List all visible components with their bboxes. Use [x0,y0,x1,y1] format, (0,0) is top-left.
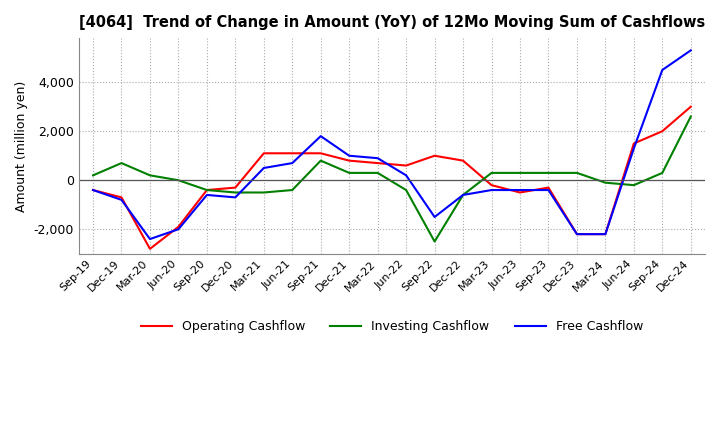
Y-axis label: Amount (million yen): Amount (million yen) [15,81,28,212]
Investing Cashflow [145,172,154,178]
Line: Free Cashflow: Free Cashflow [93,50,690,239]
Free Cashflow [686,48,695,53]
Free Cashflow [345,153,354,158]
Operating Cashflow [145,246,154,252]
Free Cashflow [259,165,268,171]
Free Cashflow [572,231,581,237]
Free Cashflow [174,227,183,232]
Investing Cashflow [345,170,354,176]
Free Cashflow [544,187,553,193]
Investing Cashflow [402,187,410,193]
Investing Cashflow [431,239,439,244]
Free Cashflow [374,156,382,161]
Investing Cashflow [487,170,496,176]
Legend: Operating Cashflow, Investing Cashflow, Free Cashflow: Operating Cashflow, Investing Cashflow, … [135,315,648,338]
Free Cashflow [487,187,496,193]
Investing Cashflow [231,190,240,195]
Free Cashflow [145,236,154,242]
Operating Cashflow [572,231,581,237]
Investing Cashflow [288,187,297,193]
Investing Cashflow [316,158,325,163]
Free Cashflow [288,161,297,166]
Free Cashflow [629,146,638,151]
Title: [4064]  Trend of Change in Amount (YoY) of 12Mo Moving Sum of Cashflows: [4064] Trend of Change in Amount (YoY) o… [78,15,705,30]
Free Cashflow [117,197,126,202]
Investing Cashflow [629,183,638,188]
Operating Cashflow [288,150,297,156]
Operating Cashflow [544,185,553,190]
Free Cashflow [89,187,97,193]
Investing Cashflow [459,192,467,198]
Operating Cashflow [345,158,354,163]
Free Cashflow [601,231,610,237]
Line: Operating Cashflow: Operating Cashflow [93,107,690,249]
Operating Cashflow [259,150,268,156]
Free Cashflow [316,133,325,139]
Investing Cashflow [259,190,268,195]
Free Cashflow [516,187,524,193]
Investing Cashflow [117,161,126,166]
Investing Cashflow [544,170,553,176]
Investing Cashflow [374,170,382,176]
Investing Cashflow [572,170,581,176]
Investing Cashflow [516,170,524,176]
Operating Cashflow [316,150,325,156]
Line: Investing Cashflow: Investing Cashflow [93,117,690,242]
Free Cashflow [202,192,211,198]
Free Cashflow [231,195,240,200]
Free Cashflow [402,172,410,178]
Operating Cashflow [117,195,126,200]
Operating Cashflow [516,190,524,195]
Operating Cashflow [89,187,97,193]
Investing Cashflow [686,114,695,119]
Investing Cashflow [601,180,610,185]
Investing Cashflow [202,187,211,193]
Free Cashflow [431,214,439,220]
Investing Cashflow [658,170,667,176]
Free Cashflow [459,192,467,198]
Operating Cashflow [231,185,240,190]
Free Cashflow [658,67,667,73]
Operating Cashflow [658,128,667,134]
Operating Cashflow [601,231,610,237]
Operating Cashflow [174,224,183,229]
Operating Cashflow [629,141,638,146]
Operating Cashflow [431,153,439,158]
Operating Cashflow [487,183,496,188]
Operating Cashflow [402,163,410,168]
Operating Cashflow [202,187,211,193]
Operating Cashflow [374,161,382,166]
Investing Cashflow [174,178,183,183]
Investing Cashflow [89,172,97,178]
Operating Cashflow [459,158,467,163]
Operating Cashflow [686,104,695,110]
